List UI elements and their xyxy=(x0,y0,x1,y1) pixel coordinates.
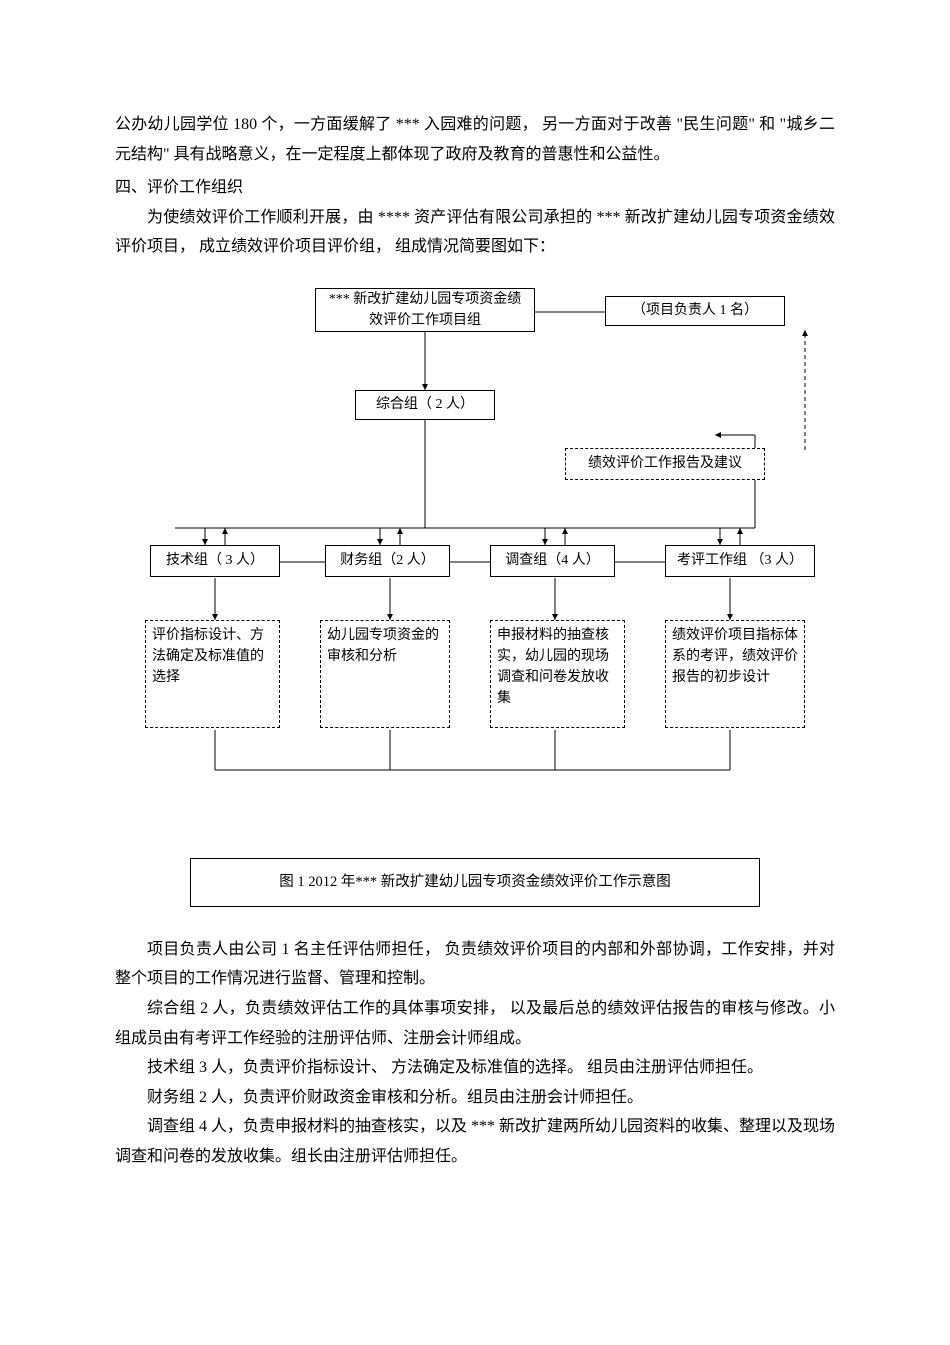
node-desc-2: 幼儿园专项资金的审核和分析 xyxy=(320,620,450,728)
node-desc-3: 申报材料的抽查核实，幼儿园的现场调查和问卷发放收集 xyxy=(490,620,625,728)
node-top-right: （项目负责人 1 名） xyxy=(605,296,785,326)
paragraph-5: 技术组 3 人，负责评价指标设计、 方法确定及标准值的选择。 组员由注册评估师担… xyxy=(115,1053,835,1083)
node-kaoping: 考评工作组 （3 人） xyxy=(665,545,815,577)
node-report: 绩效评价工作报告及建议 xyxy=(565,448,765,480)
intro-paragraph: 公办幼儿园学位 180 个，一方面缓解了 *** 入园难的问题， 另一方面对于改… xyxy=(115,110,835,169)
node-jishu: 技术组（ 3 人） xyxy=(150,545,280,577)
node-top: *** 新改扩建幼儿园专项资金绩效评价工作项目组 xyxy=(315,288,535,332)
paragraph-6: 财务组 2 人，负责评价财政资金审核和分析。组员由注册会计师担任。 xyxy=(115,1083,835,1113)
diagram-caption: 图 1 2012 年*** 新改扩建幼儿园专项资金绩效评价工作示意图 xyxy=(190,858,760,907)
intro-paragraph-2: 为使绩效评价工作顺利开展，由 **** 资产评估有限公司承担的 *** 新改扩建… xyxy=(115,203,835,262)
paragraph-4: 综合组 2 人，负责绩效评估工作的具体事项安排， 以及最后总的绩效评估报告的审核… xyxy=(115,994,835,1053)
node-caiwu: 财务组（2 人） xyxy=(325,545,450,577)
paragraph-7: 调查组 4 人，负责申报材料的抽查核实，以及 *** 新改扩建两所幼儿园资料的收… xyxy=(115,1112,835,1171)
node-desc-1: 评价指标设计、方法确定及标准值的选择 xyxy=(145,620,280,728)
node-desc-4: 绩效评价项目指标体系的考评，绩效评价报告的初步设计 xyxy=(665,620,805,728)
org-diagram: *** 新改扩建幼儿园专项资金绩效评价工作项目组 （项目负责人 1 名） 综合组… xyxy=(115,280,835,840)
node-zonghe: 综合组（ 2 人） xyxy=(355,390,495,420)
section-4-heading: 四、评价工作组织 xyxy=(115,173,835,203)
paragraph-3: 项目负责人由公司 1 名主任评估师担任， 负责绩效评价项目的内部和外部协调，工作… xyxy=(115,935,835,994)
node-diaocha: 调查组（4 人） xyxy=(490,545,615,577)
